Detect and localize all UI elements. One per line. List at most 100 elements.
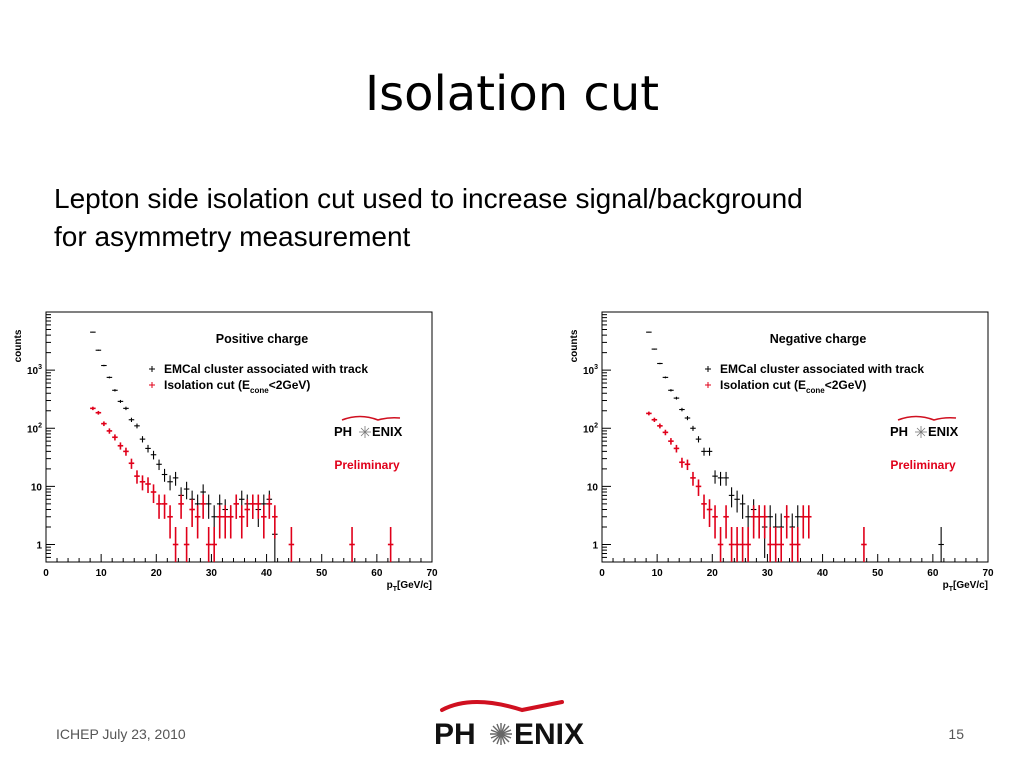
data-point [266,494,273,519]
slide-title: Isolation cut [364,66,660,122]
logo-text-right: ENIX [928,424,959,439]
x-tick-label: 10 [96,568,108,579]
data-point [778,527,784,562]
data-point [662,429,669,436]
data-point [690,425,696,431]
y-tick-label: 10 [31,482,43,493]
data-point [739,527,746,562]
data-point [261,505,267,539]
data-point [272,505,278,539]
data-point [183,481,190,500]
data-point [938,527,944,562]
data-point [134,423,140,429]
x-tick-label: 0 [43,568,49,579]
data-point [178,494,184,519]
data-point [255,494,262,519]
data-point [161,468,168,482]
data-point [795,527,801,562]
data-point [657,362,663,365]
data-point [673,396,680,400]
y-tick-label: 1 [592,541,598,552]
data-point [761,505,768,539]
slide-subtitle: Lepton side isolation cut used to increa… [54,180,994,256]
data-point [128,417,135,422]
footer-phenix-logo: PH ENIX [432,696,594,759]
data-point [112,434,118,441]
data-point [172,471,179,486]
x-tick-label: 40 [261,568,273,579]
data-point [156,459,162,471]
data-point [734,490,740,513]
data-point [150,484,157,504]
footer-conference: ICHEP July 23, 2010 [56,726,186,742]
data-point [106,376,113,379]
y-tick-label: 103 [583,364,598,377]
data-point [657,423,663,429]
series-isolation-cut [646,411,867,562]
data-point [728,487,735,508]
y-tick-label: 10 [587,482,599,493]
x-tick-label: 50 [872,568,884,579]
data-point [695,479,702,496]
legend: EMCal cluster associated with track Isola… [705,362,924,395]
data-point [106,428,113,434]
data-point [684,459,691,471]
phenix-logo: PH ENIX [334,415,403,439]
data-point [183,527,190,562]
x-tick-label: 40 [817,568,829,579]
data-point [701,447,707,456]
data-point [861,527,867,562]
data-point [167,505,173,539]
x-tick-label: 60 [927,568,939,579]
data-point [789,527,795,562]
data-point [145,477,151,494]
y-axis-label: counts [569,329,580,362]
data-point [233,494,239,519]
data-point [90,331,96,333]
data-point [651,348,658,350]
data-point [139,436,146,443]
x-tick-label: 30 [206,568,218,579]
data-point [167,475,173,491]
data-point [772,527,779,562]
data-point [349,527,355,562]
data-point [750,505,757,539]
data-point [728,527,735,562]
data-point [739,494,746,519]
data-point [717,471,724,486]
logo-text-right: ENIX [372,424,403,439]
logo-arc-icon [341,415,401,421]
footer-logo-left: PH [434,718,476,751]
data-point [706,499,713,528]
data-point [205,527,212,562]
page-number: 15 [948,726,964,742]
data-point [288,527,295,562]
data-point [101,364,107,367]
legend-entry-all: EMCal cluster associated with track [720,362,924,376]
data-point [117,399,124,403]
subtitle-line-2: for asymmetry measurement [54,221,411,252]
legend-entry-isolated: Isolation cut (Econe<2GeV) [720,378,866,395]
x-tick-label: 60 [371,568,383,579]
logo-star-icon [915,426,927,438]
data-point [767,527,773,562]
logo-star-icon [359,426,371,438]
data-point [244,499,251,528]
legend-entry-isolated: Isolation cut (Econe<2GeV) [164,378,310,395]
x-tick-label: 50 [316,568,328,579]
data-point [95,410,102,415]
series-isolation-cut [90,406,394,562]
data-point [194,505,201,539]
data-point [239,505,245,539]
data-point [723,471,729,486]
data-point [712,505,718,539]
x-tick-label: 70 [426,568,438,579]
negative-charge-plot: 0 10 20 30 40 50 60 70 1 10 102 103 counts pT[GeV/c] N… [568,300,998,595]
data-point [668,389,674,392]
data-point [684,416,691,421]
legend: EMCal cluster associated with track Isola… [149,362,368,395]
logo-star-icon [490,723,512,745]
data-point [227,505,234,539]
data-point [668,438,674,445]
